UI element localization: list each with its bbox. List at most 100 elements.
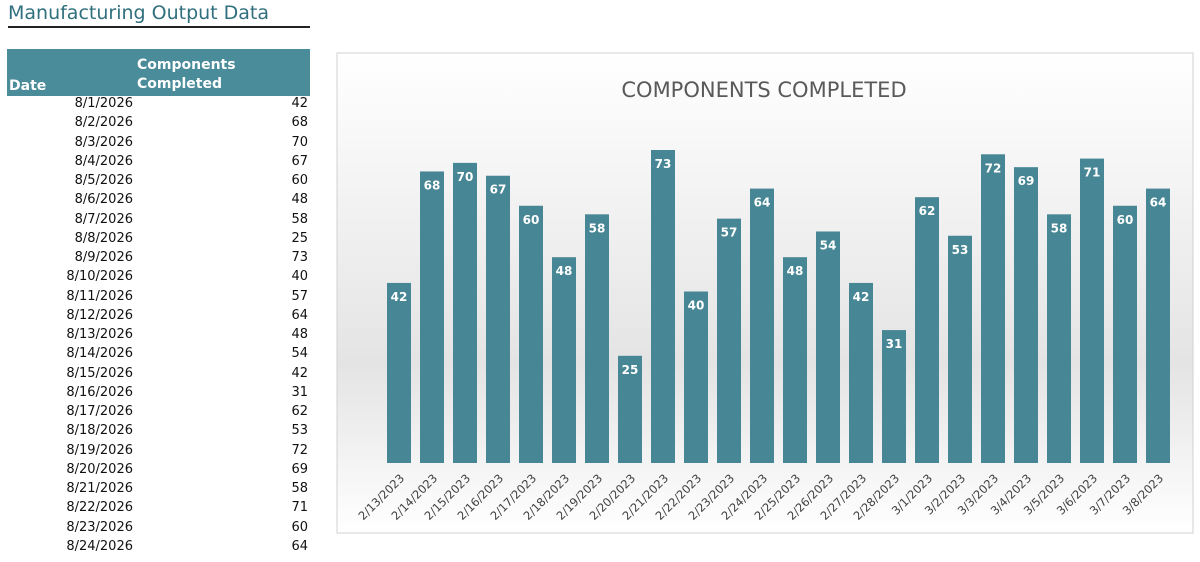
data-label: 31 [886,337,903,351]
table-header: Date Components Completed [7,49,310,96]
bar [486,175,510,464]
bar [585,214,609,463]
date-cell: 8/13/2026 [66,327,133,342]
bar [552,257,576,463]
data-label: 67 [490,183,507,197]
data-label: 58 [589,221,606,235]
value-cell: 64 [291,307,308,323]
bar [420,171,444,463]
sheet-title: Manufacturing Output Data [8,2,310,28]
data-label: 54 [820,238,837,252]
data-label: 72 [985,161,1002,175]
value-cell: 60 [291,519,308,535]
data-label: 69 [1018,174,1035,188]
bar [915,197,939,464]
data-label: 42 [853,290,870,304]
value-cell: 60 [291,173,308,188]
bar [1080,158,1104,463]
bar [1113,205,1137,463]
date-cell: 8/6/2026 [74,192,133,208]
date-cell: 8/2/2026 [74,115,133,131]
bar [816,231,840,463]
value-cell: 54 [291,346,308,362]
data-label: 68 [424,178,441,192]
bar [981,154,1005,464]
date-cell: 8/24/2026 [66,538,133,554]
bar [882,330,906,463]
date-cell: 8/15/2026 [66,365,133,381]
value-cell: 40 [291,269,308,285]
data-label: 70 [457,170,474,184]
date-cell: 8/3/2026 [74,134,133,150]
value-cell: 57 [291,288,308,304]
value-cell: 48 [291,192,308,208]
bar [750,188,774,463]
column-header: Date [9,78,47,94]
data-label: 42 [391,290,408,304]
date-cell: 8/22/2026 [66,500,133,516]
date-cell: 8/23/2026 [66,519,133,535]
data-label: 53 [952,243,969,257]
date-cell: 8/19/2026 [66,442,133,458]
bar [948,235,972,463]
bar [783,257,807,463]
bar [1146,188,1170,463]
date-cell: 8/7/2026 [74,211,133,227]
data-label: 48 [556,264,573,278]
value-cell: 62 [291,404,308,419]
date-cell: 8/10/2026 [66,269,133,285]
bar [717,218,741,463]
value-cell: 67 [291,153,308,169]
data-label: 48 [787,264,804,278]
date-cell: 8/1/2026 [74,96,133,111]
date-cell: 8/5/2026 [74,173,133,188]
data-label: 40 [688,299,705,313]
bar [651,150,675,463]
data-label: 60 [1117,213,1134,227]
value-cell: 42 [291,365,308,381]
date-cell: 8/18/2026 [66,423,133,439]
date-cell: 8/20/2026 [66,461,133,477]
value-cell: 48 [291,327,308,342]
bar [387,282,411,463]
bar [1014,167,1038,463]
data-label: 71 [1084,166,1101,180]
date-cell: 8/9/2026 [74,250,133,265]
value-cell: 70 [291,134,308,150]
data-label: 64 [1150,196,1167,210]
value-cell: 25 [291,230,308,246]
date-cell: 8/21/2026 [66,481,133,496]
value-cell: 68 [291,115,308,131]
bar [1047,214,1071,463]
date-cell: 8/12/2026 [66,307,133,323]
bar [684,291,708,463]
value-cell: 64 [291,538,308,554]
value-cell: 31 [291,384,308,400]
date-cell: 8/14/2026 [66,346,133,362]
value-cell: 73 [291,250,308,265]
date-cell: 8/4/2026 [74,153,133,169]
data-label: 73 [655,157,672,171]
value-cell: 58 [291,211,308,227]
bar [849,282,873,463]
date-cell: 8/8/2026 [74,230,133,246]
data-label: 64 [754,196,771,210]
value-cell: 72 [291,442,308,458]
bar [519,205,543,463]
data-label: 60 [523,213,540,227]
bar [453,162,477,463]
column-header: Components Completed [137,57,236,92]
date-cell: 8/16/2026 [66,384,133,400]
data-label: 62 [919,204,936,218]
chart-title: COMPONENTS COMPLETED [621,78,906,102]
date-cell: 8/11/2026 [66,288,133,304]
date-cell: 8/17/2026 [66,404,133,419]
data-label: 25 [622,363,639,377]
bar [618,355,642,463]
value-cell: 42 [291,96,308,111]
value-cell: 69 [291,461,308,477]
value-cell: 71 [291,500,308,516]
value-cell: 53 [291,423,308,439]
